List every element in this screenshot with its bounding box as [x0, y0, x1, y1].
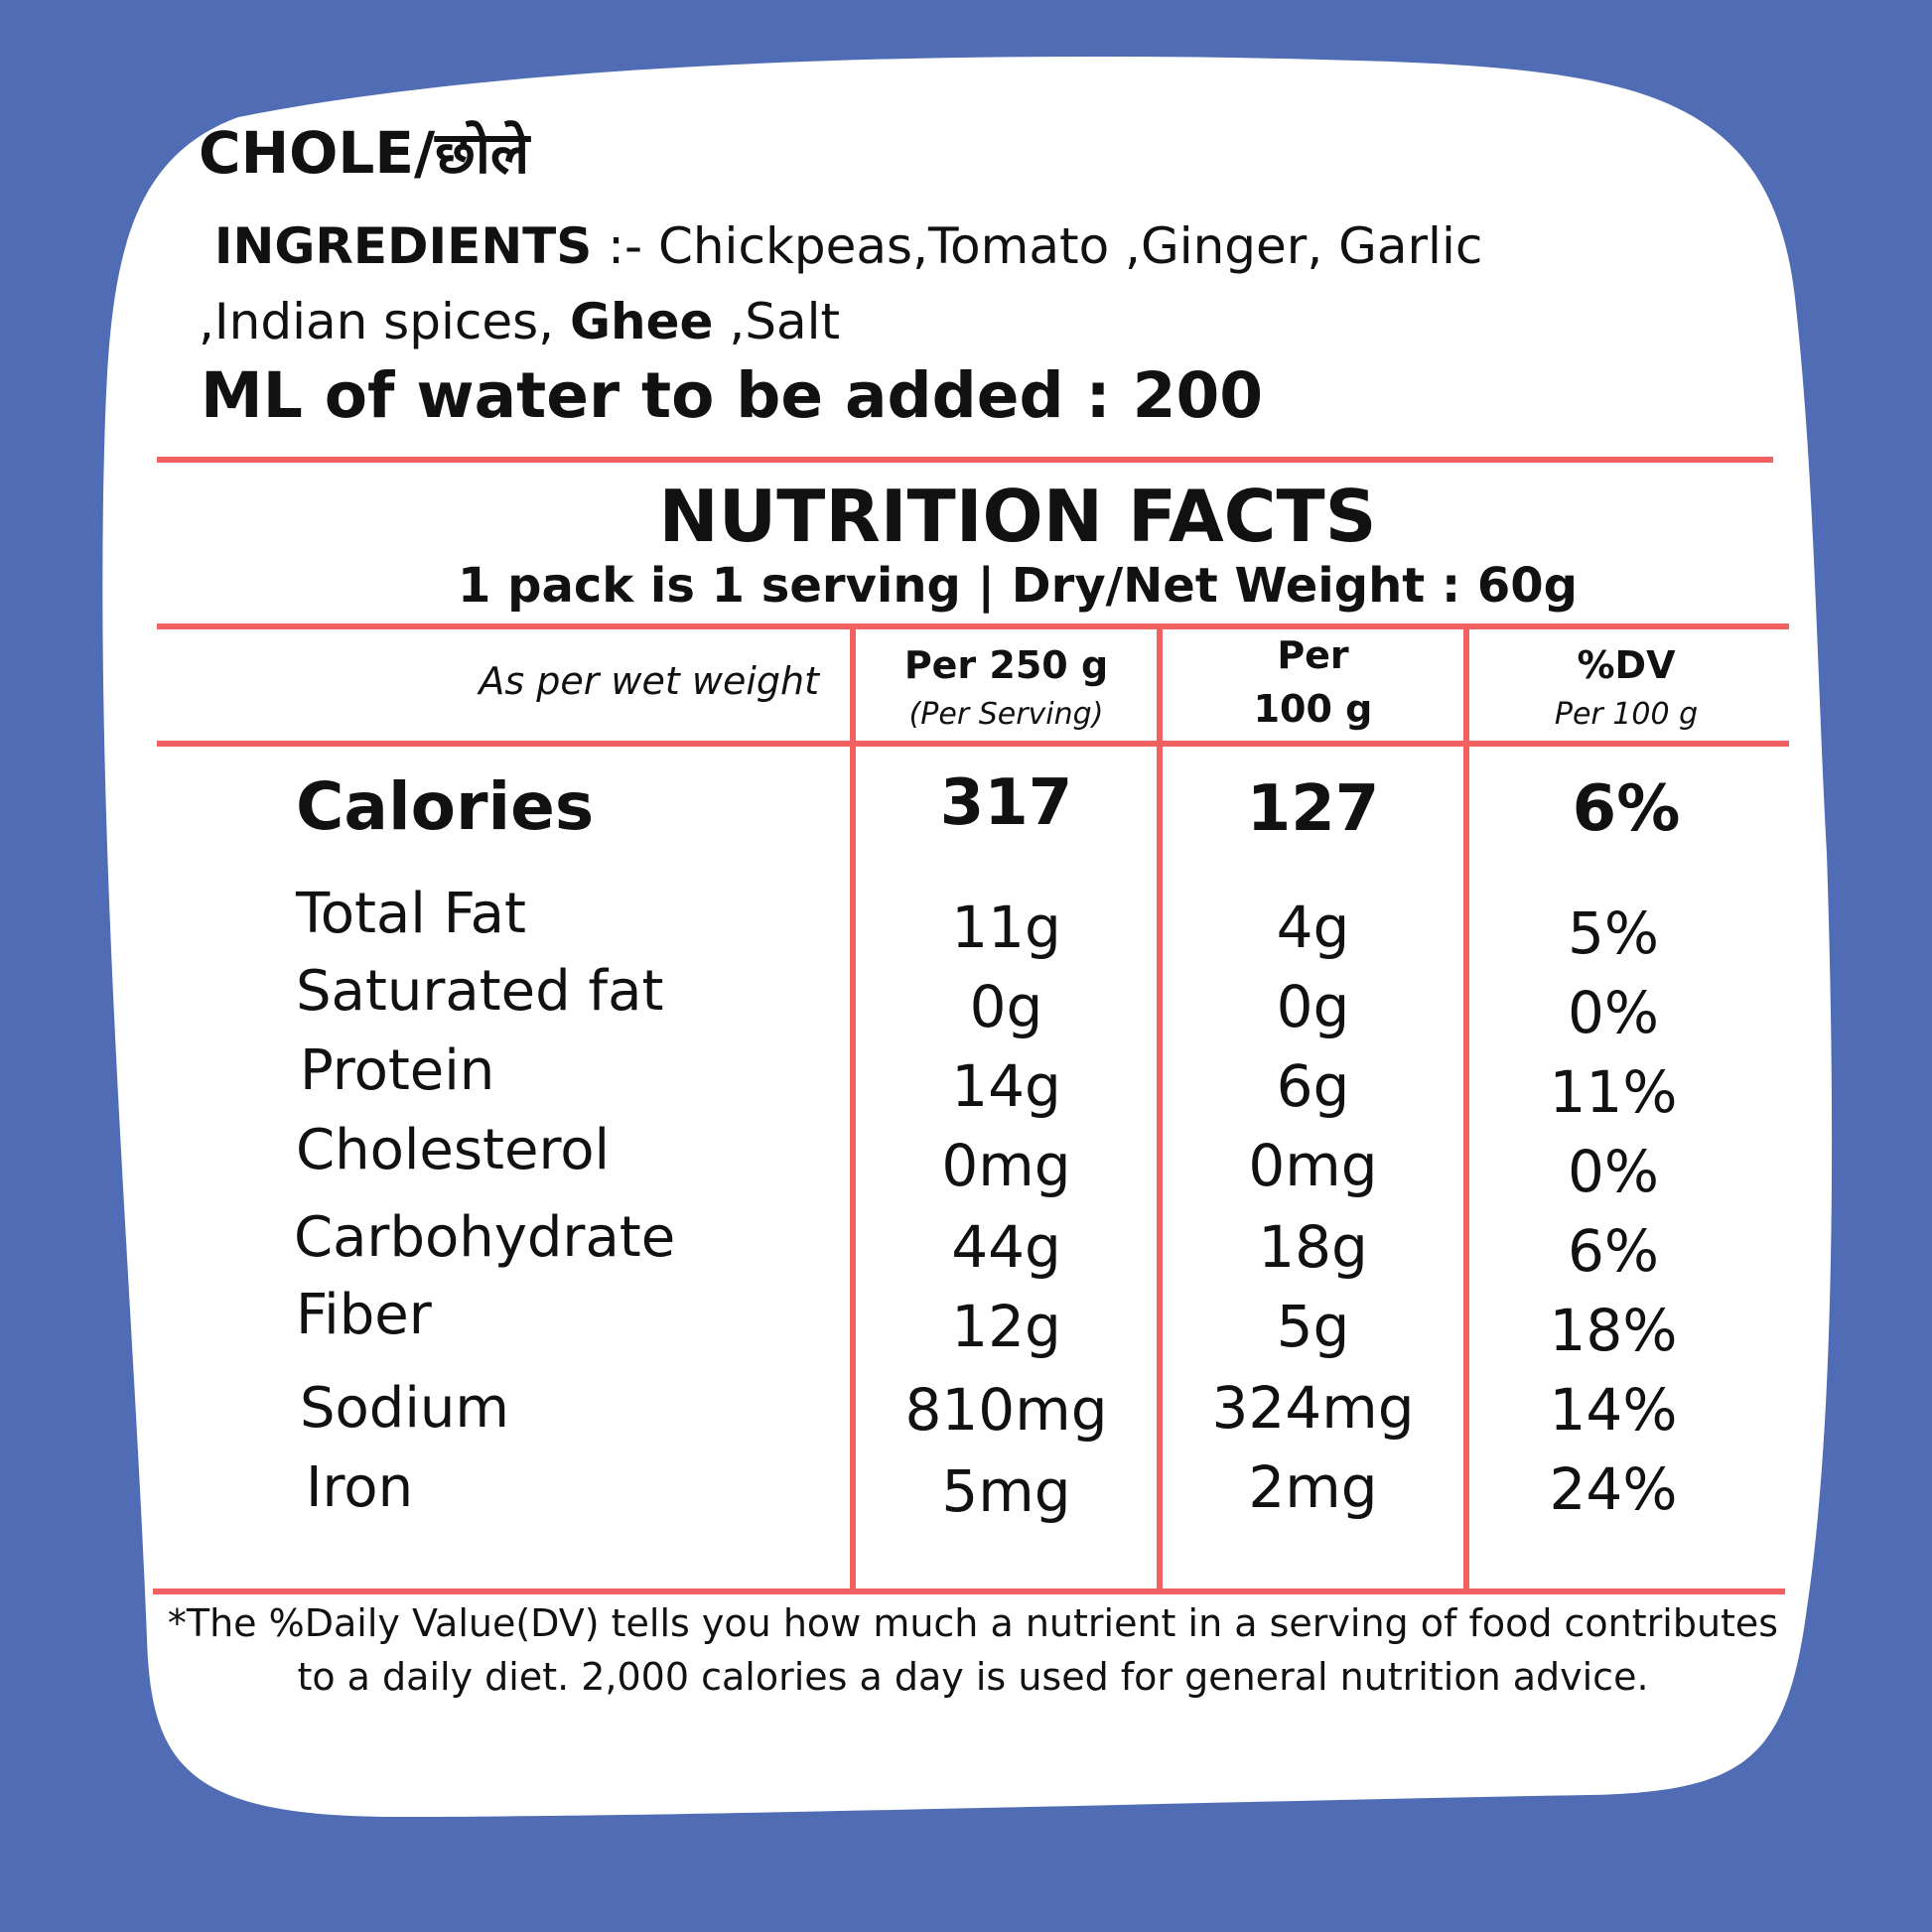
- calories-per-100g: 127: [1246, 772, 1380, 846]
- nutrient-name: Total Fat: [296, 882, 526, 946]
- ingredients-bold-item: Ghee: [569, 293, 714, 350]
- nutrient-dv: 18%: [1549, 1297, 1678, 1364]
- column-divider-3: [1463, 629, 1469, 1594]
- ingredients-list-a: :- Chickpeas,Tomato ,Ginger, Garlic ,Ind…: [199, 217, 1483, 350]
- nutrient-name: Sodium: [300, 1376, 509, 1441]
- header-per-serving-sub: (Per Serving): [908, 697, 1104, 732]
- nutrient-per-serving: 44g: [951, 1213, 1061, 1281]
- nutrient-per-100g: 0g: [1276, 973, 1350, 1040]
- header-per-serving: Per 250 g: [903, 643, 1109, 687]
- serving-info: 1 pack is 1 serving | Dry/Net Weight : 6…: [457, 558, 1579, 614]
- nutrient-per-serving: 12g: [951, 1293, 1061, 1360]
- column-divider-1: [850, 629, 856, 1594]
- product-title: CHOLE/छोले: [199, 119, 530, 187]
- nutrient-per-serving: 810mg: [904, 1376, 1108, 1444]
- calories-label: Calories: [296, 768, 595, 845]
- nutrient-dv: 24%: [1549, 1455, 1678, 1523]
- ingredients-label: INGREDIENTS: [213, 217, 593, 275]
- basis-note: As per wet weight: [479, 659, 819, 703]
- nutrient-per-serving: 5mg: [941, 1457, 1071, 1525]
- label-card: [102, 56, 1833, 1818]
- header-per-100g-line2: 100 g: [1253, 687, 1373, 731]
- nutrient-name: Carbohydrate: [294, 1205, 676, 1270]
- nutrient-per-serving: 0g: [969, 973, 1043, 1040]
- nutrition-facts-title: NUTRITION FACTS: [658, 475, 1377, 558]
- header-dv: %DV: [1577, 643, 1676, 687]
- nutrient-name: Protein: [300, 1038, 495, 1103]
- nutrient-name: Fiber: [296, 1283, 432, 1347]
- nutrient-per-100g: 6g: [1276, 1052, 1350, 1120]
- nutrient-name: Iron: [306, 1455, 414, 1520]
- nutrient-dv: 11%: [1549, 1058, 1678, 1126]
- water-instruction: ML of water to be added : 200: [201, 359, 1264, 432]
- nutrient-per-serving: 14g: [951, 1052, 1061, 1120]
- nutrient-per-100g: 4g: [1276, 894, 1350, 961]
- nutrient-per-100g: 324mg: [1211, 1374, 1415, 1442]
- nutrient-per-100g: 2mg: [1248, 1453, 1378, 1521]
- nutrient-dv: 6%: [1567, 1217, 1659, 1285]
- header-dv-sub: Per 100 g: [1554, 697, 1699, 732]
- nutrient-dv: 0%: [1567, 1138, 1659, 1205]
- nutrient-dv: 14%: [1549, 1376, 1678, 1444]
- header-per-100g-line1: Per: [1277, 633, 1349, 677]
- divider-table-bottom: [153, 1588, 1785, 1594]
- calories-dv: 6%: [1572, 772, 1681, 846]
- ingredients-text: INGREDIENTS :- Chickpeas,Tomato ,Ginger,…: [199, 208, 1608, 359]
- calories-per-serving: 317: [939, 766, 1073, 840]
- nutrient-name: Saturated fat: [296, 959, 664, 1024]
- nutrient-per-100g: 18g: [1258, 1213, 1368, 1281]
- nutrient-per-100g: 0mg: [1248, 1132, 1378, 1199]
- ingredients-list-b: ,Salt: [713, 293, 841, 350]
- dv-footnote: *The %Daily Value(DV) tells you how much…: [167, 1601, 1779, 1699]
- nutrient-dv: 5%: [1567, 899, 1659, 967]
- nutrient-per-serving: 11g: [951, 894, 1061, 961]
- divider-top: [157, 457, 1773, 463]
- nutrient-dv: 0%: [1567, 979, 1659, 1046]
- nutrient-per-serving: 0mg: [941, 1132, 1071, 1199]
- column-divider-2: [1157, 629, 1163, 1594]
- nutrient-name: Cholesterol: [296, 1118, 611, 1182]
- nutrient-per-100g: 5g: [1276, 1293, 1350, 1360]
- divider-header-top: [157, 623, 1789, 629]
- divider-header-bottom: [157, 741, 1789, 747]
